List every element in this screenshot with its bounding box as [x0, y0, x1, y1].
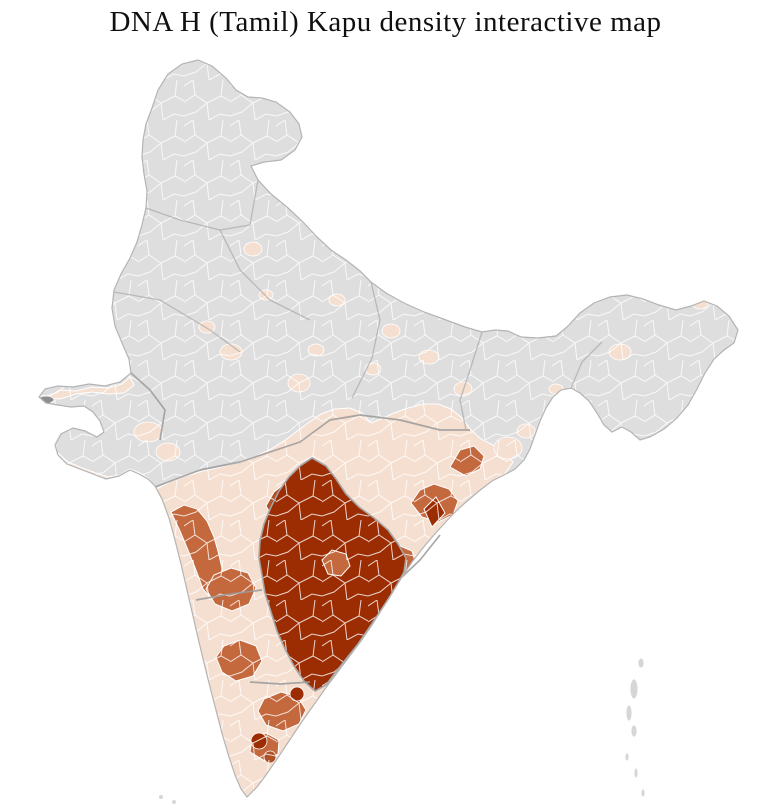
- low-density-district[interactable]: [243, 241, 263, 257]
- low-density-district[interactable]: [219, 343, 243, 361]
- low-density-district[interactable]: [155, 442, 181, 462]
- low-density-district[interactable]: [493, 436, 523, 460]
- low-density-district[interactable]: [516, 423, 536, 439]
- page-title: DNA H (Tamil) Kapu density interactive m…: [109, 6, 662, 38]
- low-density-district[interactable]: [328, 293, 346, 307]
- low-density-district[interactable]: [287, 373, 311, 393]
- low-density-district[interactable]: [307, 343, 325, 357]
- state-borders: [113, 179, 603, 692]
- low-density-district[interactable]: [133, 421, 163, 443]
- low-density-district[interactable]: [548, 383, 564, 395]
- high-density-tamilnadu-district[interactable]: [289, 686, 305, 702]
- low-density-district[interactable]: [381, 323, 401, 339]
- high-density-tamilnadu-district[interactable]: [250, 732, 268, 750]
- lakshadweep-islands[interactable]: [159, 795, 176, 804]
- andhra-state-border: [258, 457, 407, 692]
- andaman-islands[interactable]: [624, 657, 646, 798]
- medium-dark-tamilnadu-district[interactable]: [263, 750, 277, 764]
- low-density-district[interactable]: [418, 349, 440, 365]
- low-density-district[interactable]: [608, 343, 632, 361]
- dark-gray-bengal-district[interactable]: [528, 445, 546, 459]
- low-density-district[interactable]: [364, 362, 382, 376]
